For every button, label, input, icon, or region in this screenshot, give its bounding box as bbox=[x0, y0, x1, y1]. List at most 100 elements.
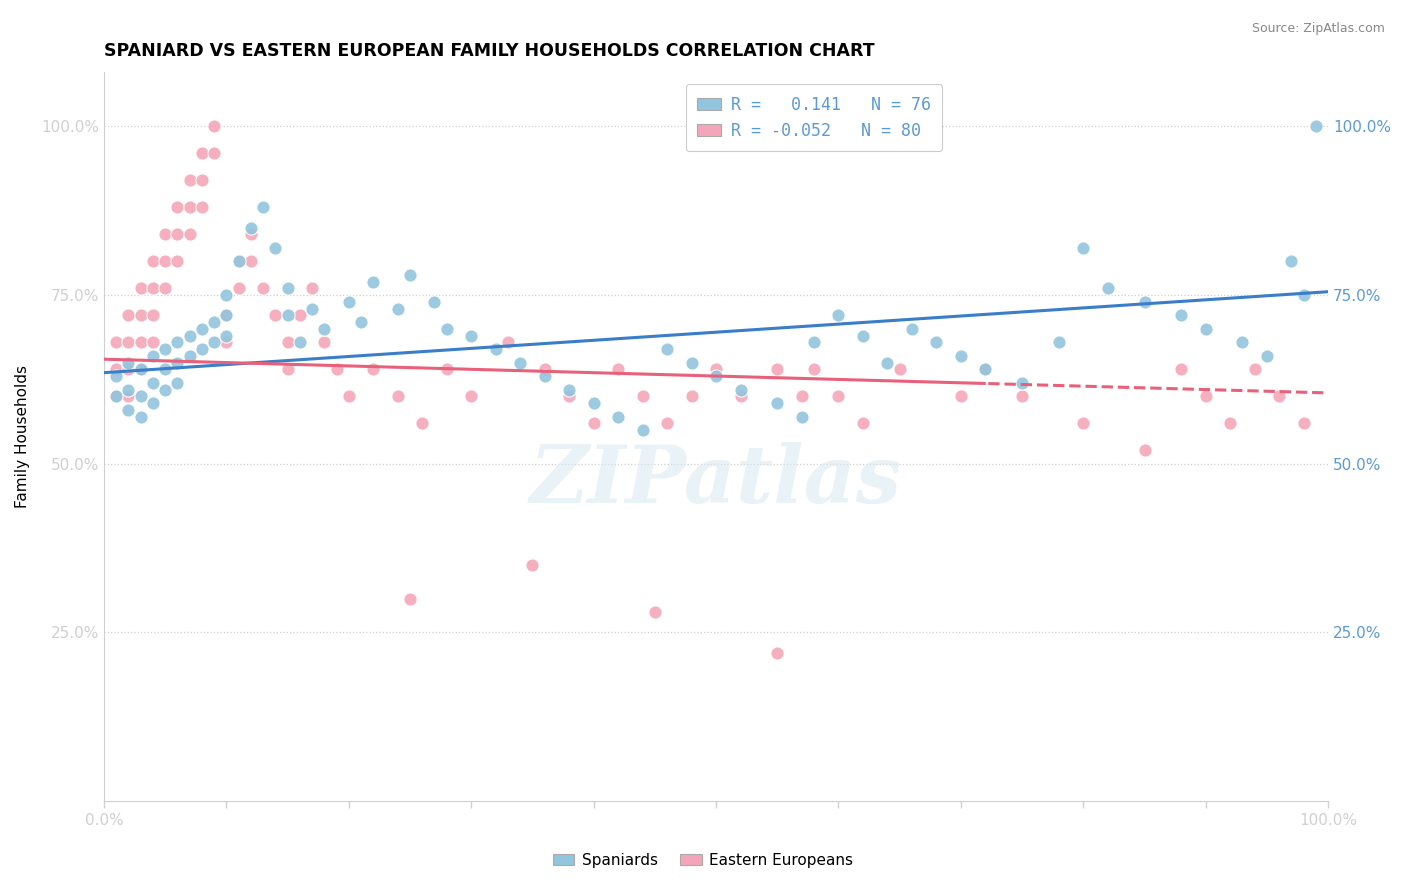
Point bbox=[496, 335, 519, 350]
Point bbox=[337, 389, 360, 403]
Point bbox=[202, 146, 225, 161]
Point bbox=[202, 120, 225, 134]
Point bbox=[239, 227, 262, 242]
Point bbox=[925, 335, 948, 350]
Point bbox=[215, 309, 238, 323]
Point bbox=[166, 335, 188, 350]
Point bbox=[153, 281, 176, 295]
Point bbox=[105, 389, 128, 403]
Point bbox=[105, 335, 128, 350]
Point bbox=[582, 396, 605, 410]
Point bbox=[166, 355, 188, 369]
Point bbox=[142, 335, 165, 350]
Point bbox=[582, 417, 605, 431]
Point bbox=[1047, 335, 1070, 350]
Text: ZIPatlas: ZIPatlas bbox=[530, 442, 903, 519]
Point bbox=[949, 349, 972, 363]
Point bbox=[681, 389, 703, 403]
Point bbox=[228, 254, 250, 268]
Point bbox=[1195, 389, 1218, 403]
Point bbox=[252, 281, 274, 295]
Point bbox=[1011, 376, 1033, 390]
Point bbox=[974, 362, 997, 376]
Point bbox=[766, 396, 789, 410]
Point bbox=[277, 335, 299, 350]
Point bbox=[631, 423, 654, 437]
Point bbox=[215, 328, 238, 343]
Point bbox=[790, 389, 813, 403]
Point bbox=[1195, 322, 1218, 336]
Point bbox=[361, 362, 384, 376]
Point bbox=[301, 301, 323, 316]
Point bbox=[533, 369, 555, 384]
Point bbox=[790, 409, 813, 424]
Point bbox=[129, 335, 152, 350]
Point bbox=[129, 281, 152, 295]
Text: Source: ZipAtlas.com: Source: ZipAtlas.com bbox=[1251, 22, 1385, 36]
Point bbox=[399, 591, 422, 606]
Point bbox=[1133, 443, 1156, 458]
Point bbox=[399, 268, 422, 282]
Point bbox=[730, 389, 752, 403]
Point bbox=[852, 417, 875, 431]
Point bbox=[142, 396, 165, 410]
Point bbox=[202, 335, 225, 350]
Point bbox=[129, 362, 152, 376]
Point bbox=[558, 383, 581, 397]
Point bbox=[166, 254, 188, 268]
Point bbox=[117, 389, 139, 403]
Point bbox=[228, 281, 250, 295]
Point bbox=[460, 328, 482, 343]
Point bbox=[704, 369, 727, 384]
Point bbox=[179, 227, 201, 242]
Point bbox=[142, 349, 165, 363]
Point bbox=[117, 335, 139, 350]
Point bbox=[239, 254, 262, 268]
Point bbox=[288, 309, 311, 323]
Point bbox=[191, 146, 214, 161]
Point bbox=[350, 315, 373, 329]
Point bbox=[803, 362, 825, 376]
Point bbox=[117, 355, 139, 369]
Point bbox=[1305, 120, 1327, 134]
Point bbox=[215, 288, 238, 302]
Point bbox=[264, 241, 287, 255]
Point bbox=[153, 362, 176, 376]
Point bbox=[191, 322, 214, 336]
Point bbox=[105, 362, 128, 376]
Point bbox=[117, 309, 139, 323]
Point bbox=[202, 315, 225, 329]
Point bbox=[153, 383, 176, 397]
Point bbox=[949, 389, 972, 403]
Point bbox=[1133, 294, 1156, 309]
Point bbox=[1256, 349, 1278, 363]
Point bbox=[1097, 281, 1119, 295]
Legend: R =   0.141   N = 76, R = -0.052   N = 80: R = 0.141 N = 76, R = -0.052 N = 80 bbox=[686, 85, 942, 152]
Point bbox=[191, 200, 214, 214]
Point bbox=[607, 362, 630, 376]
Point bbox=[631, 389, 654, 403]
Point bbox=[142, 281, 165, 295]
Point bbox=[1011, 389, 1033, 403]
Legend: Spaniards, Eastern Europeans: Spaniards, Eastern Europeans bbox=[547, 847, 859, 873]
Point bbox=[766, 362, 789, 376]
Point bbox=[1071, 241, 1094, 255]
Point bbox=[1292, 288, 1315, 302]
Point bbox=[681, 355, 703, 369]
Point bbox=[277, 309, 299, 323]
Point bbox=[766, 646, 789, 660]
Point bbox=[142, 376, 165, 390]
Point bbox=[1170, 362, 1192, 376]
Point bbox=[533, 362, 555, 376]
Point bbox=[117, 383, 139, 397]
Point bbox=[827, 389, 849, 403]
Point bbox=[423, 294, 446, 309]
Point bbox=[876, 355, 898, 369]
Point bbox=[288, 335, 311, 350]
Point bbox=[1268, 389, 1291, 403]
Point bbox=[277, 281, 299, 295]
Point bbox=[277, 362, 299, 376]
Point bbox=[485, 342, 508, 356]
Point bbox=[436, 322, 458, 336]
Point bbox=[228, 254, 250, 268]
